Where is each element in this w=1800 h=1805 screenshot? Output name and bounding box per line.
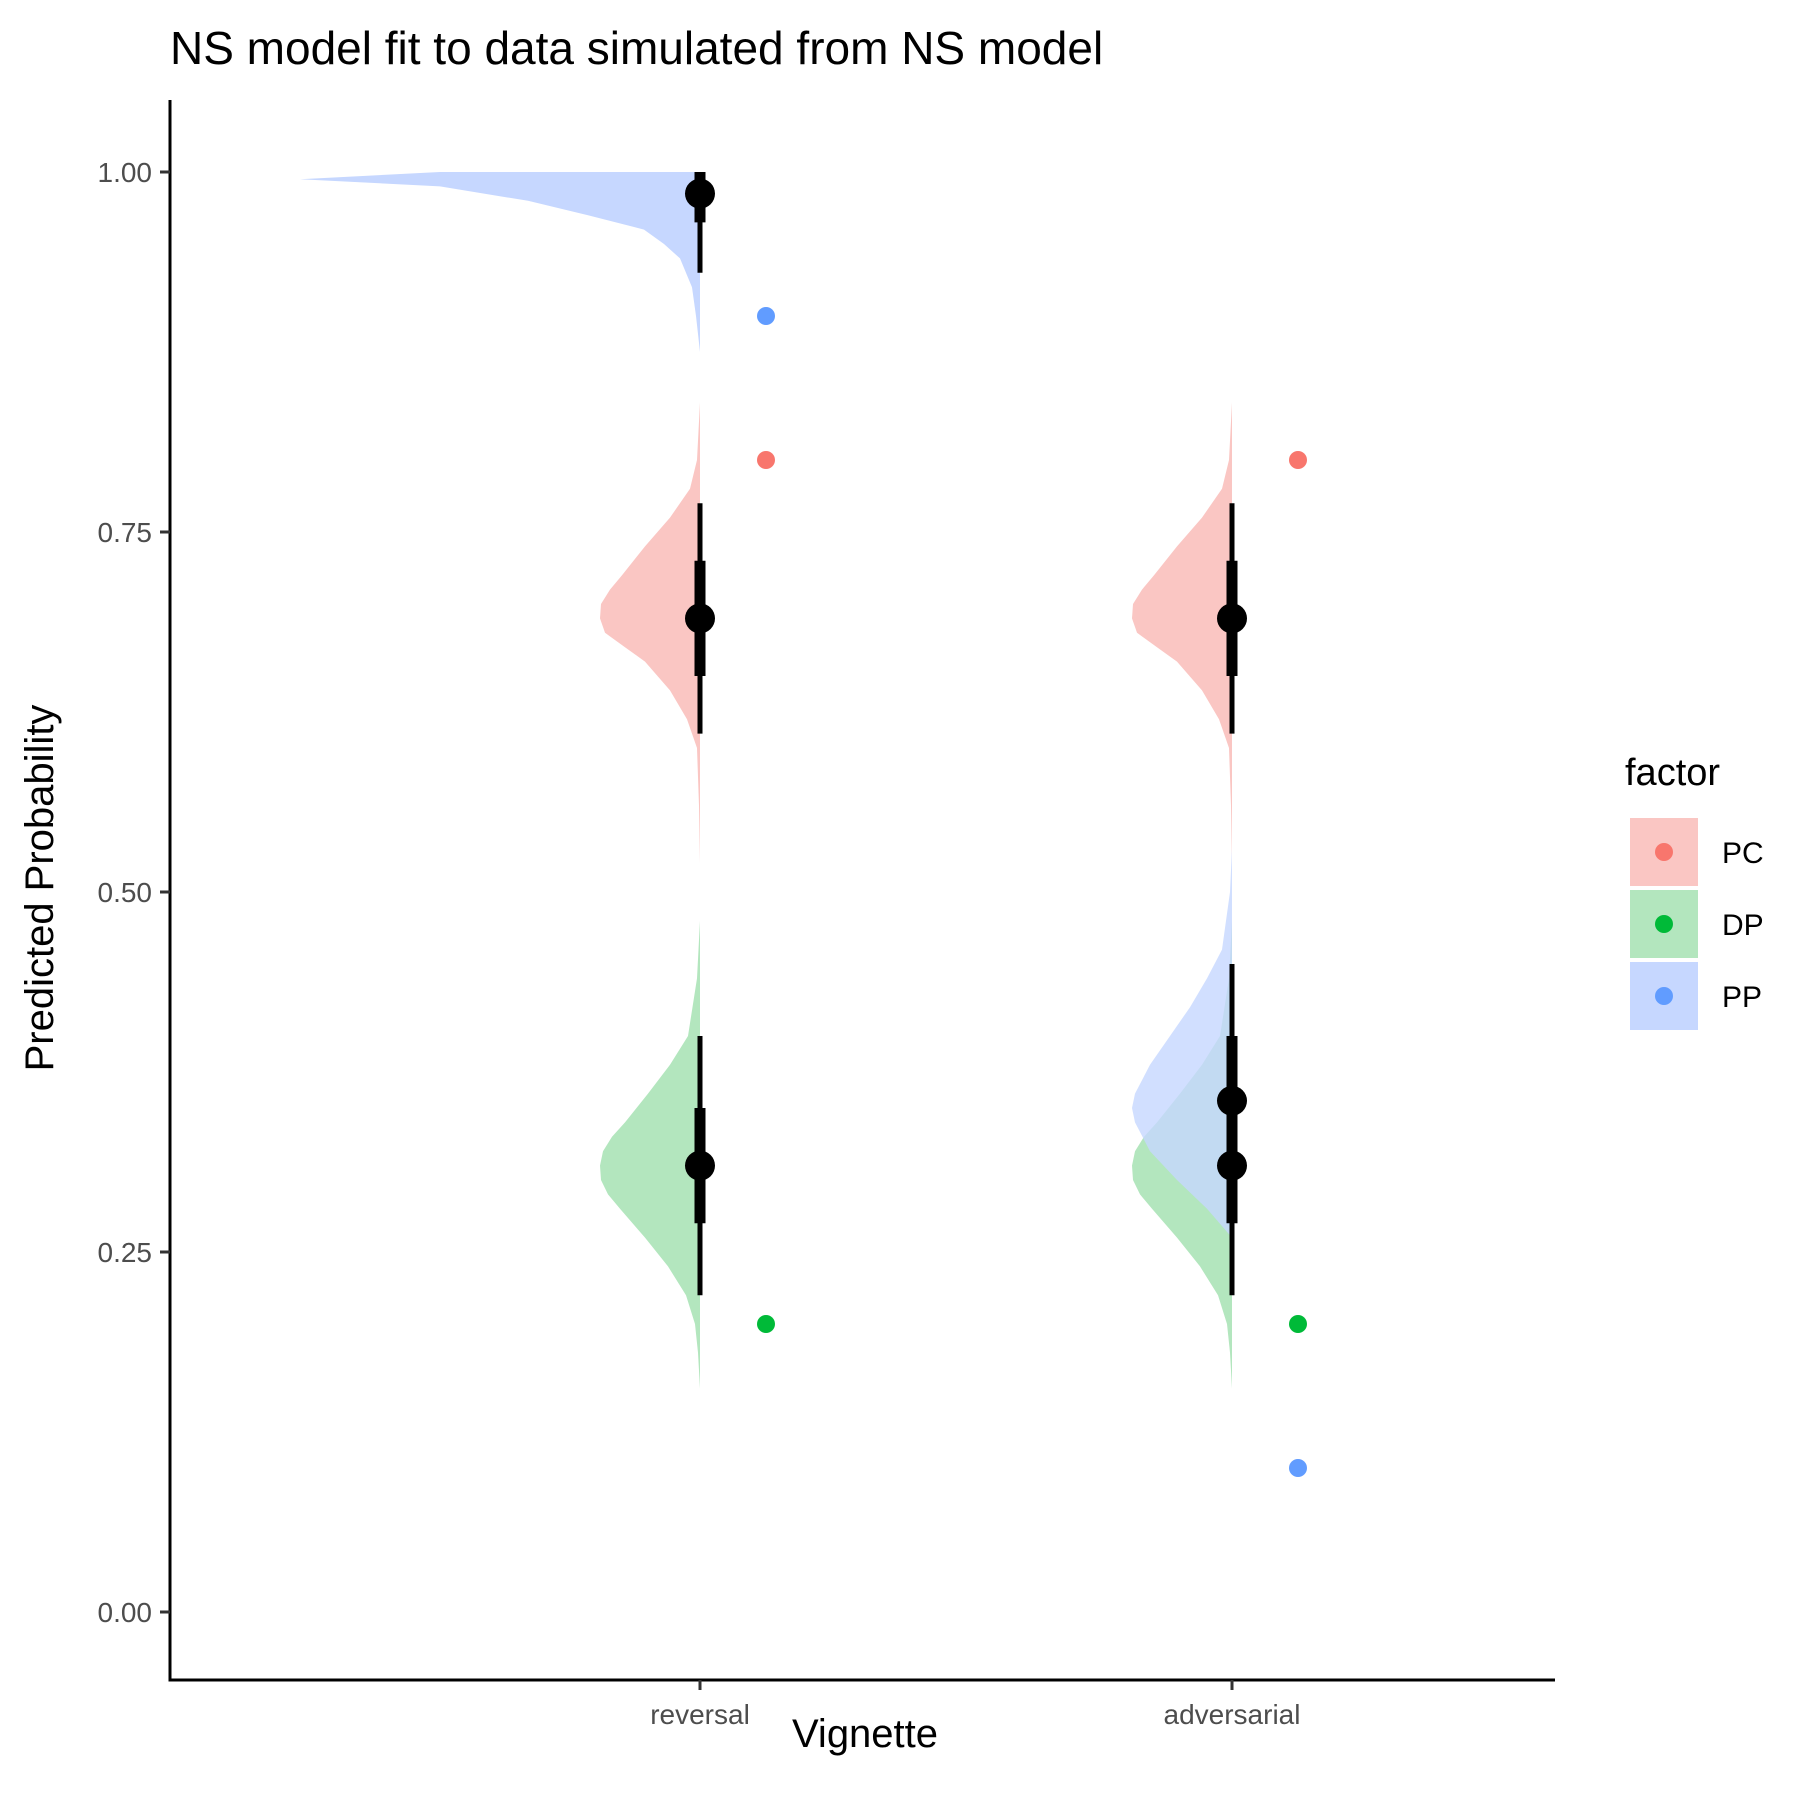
median-point-pc-adversarial xyxy=(1217,603,1247,634)
y-tick-label: 0.00 xyxy=(98,1597,153,1628)
summaries-layer xyxy=(685,172,1247,1296)
median-point-pp-adversarial xyxy=(1217,1085,1247,1116)
chart-title: NS model fit to data simulated from NS m… xyxy=(170,22,1103,74)
x-tick-label-adversarial: adversarial xyxy=(1164,1699,1301,1730)
violins-layer xyxy=(300,172,1232,1389)
legend-dot-pp xyxy=(1655,987,1673,1005)
violin-pp-adversarial xyxy=(1132,848,1232,1238)
violin-pc-adversarial xyxy=(1132,402,1232,864)
legend-title: factor xyxy=(1625,752,1720,794)
legend-dot-pc xyxy=(1655,843,1673,861)
violin-dp-reversal xyxy=(600,920,700,1389)
median-point-dp-reversal xyxy=(685,1150,715,1181)
y-tick-label: 0.50 xyxy=(98,877,153,908)
observed-point-pp-adversarial xyxy=(1289,1459,1307,1477)
x-axis-title: Vignette xyxy=(792,1712,938,1756)
observed-point-pc-adversarial xyxy=(1289,451,1307,469)
legend-label-pp: PP xyxy=(1722,981,1762,1014)
violin-pc-reversal xyxy=(600,402,700,864)
violin-pp-reversal xyxy=(300,172,700,352)
observed-point-dp-adversarial xyxy=(1289,1315,1307,1333)
median-point-pc-reversal xyxy=(685,603,715,634)
y-tick-label: 0.25 xyxy=(98,1237,153,1268)
y-tick-label: 1.00 xyxy=(98,157,153,188)
median-point-pp-reversal xyxy=(685,178,715,209)
observed-points-layer xyxy=(757,307,1307,1477)
legend: factor PC DP PP xyxy=(1625,752,1764,1030)
x-tick-label-reversal: reversal xyxy=(650,1699,750,1730)
axes-layer: 0.00 0.25 0.50 0.75 1.00 reversal adversarial xyxy=(98,100,1555,1730)
y-axis-title: Predicted Probability xyxy=(18,705,62,1072)
legend-label-pc: PC xyxy=(1722,837,1764,870)
observed-point-pc-reversal xyxy=(757,451,775,469)
legend-dot-dp xyxy=(1655,915,1673,933)
observed-point-dp-reversal xyxy=(757,1315,775,1333)
y-tick-label: 0.75 xyxy=(98,517,153,548)
legend-label-dp: DP xyxy=(1722,909,1764,942)
observed-point-pp-reversal xyxy=(757,307,775,325)
